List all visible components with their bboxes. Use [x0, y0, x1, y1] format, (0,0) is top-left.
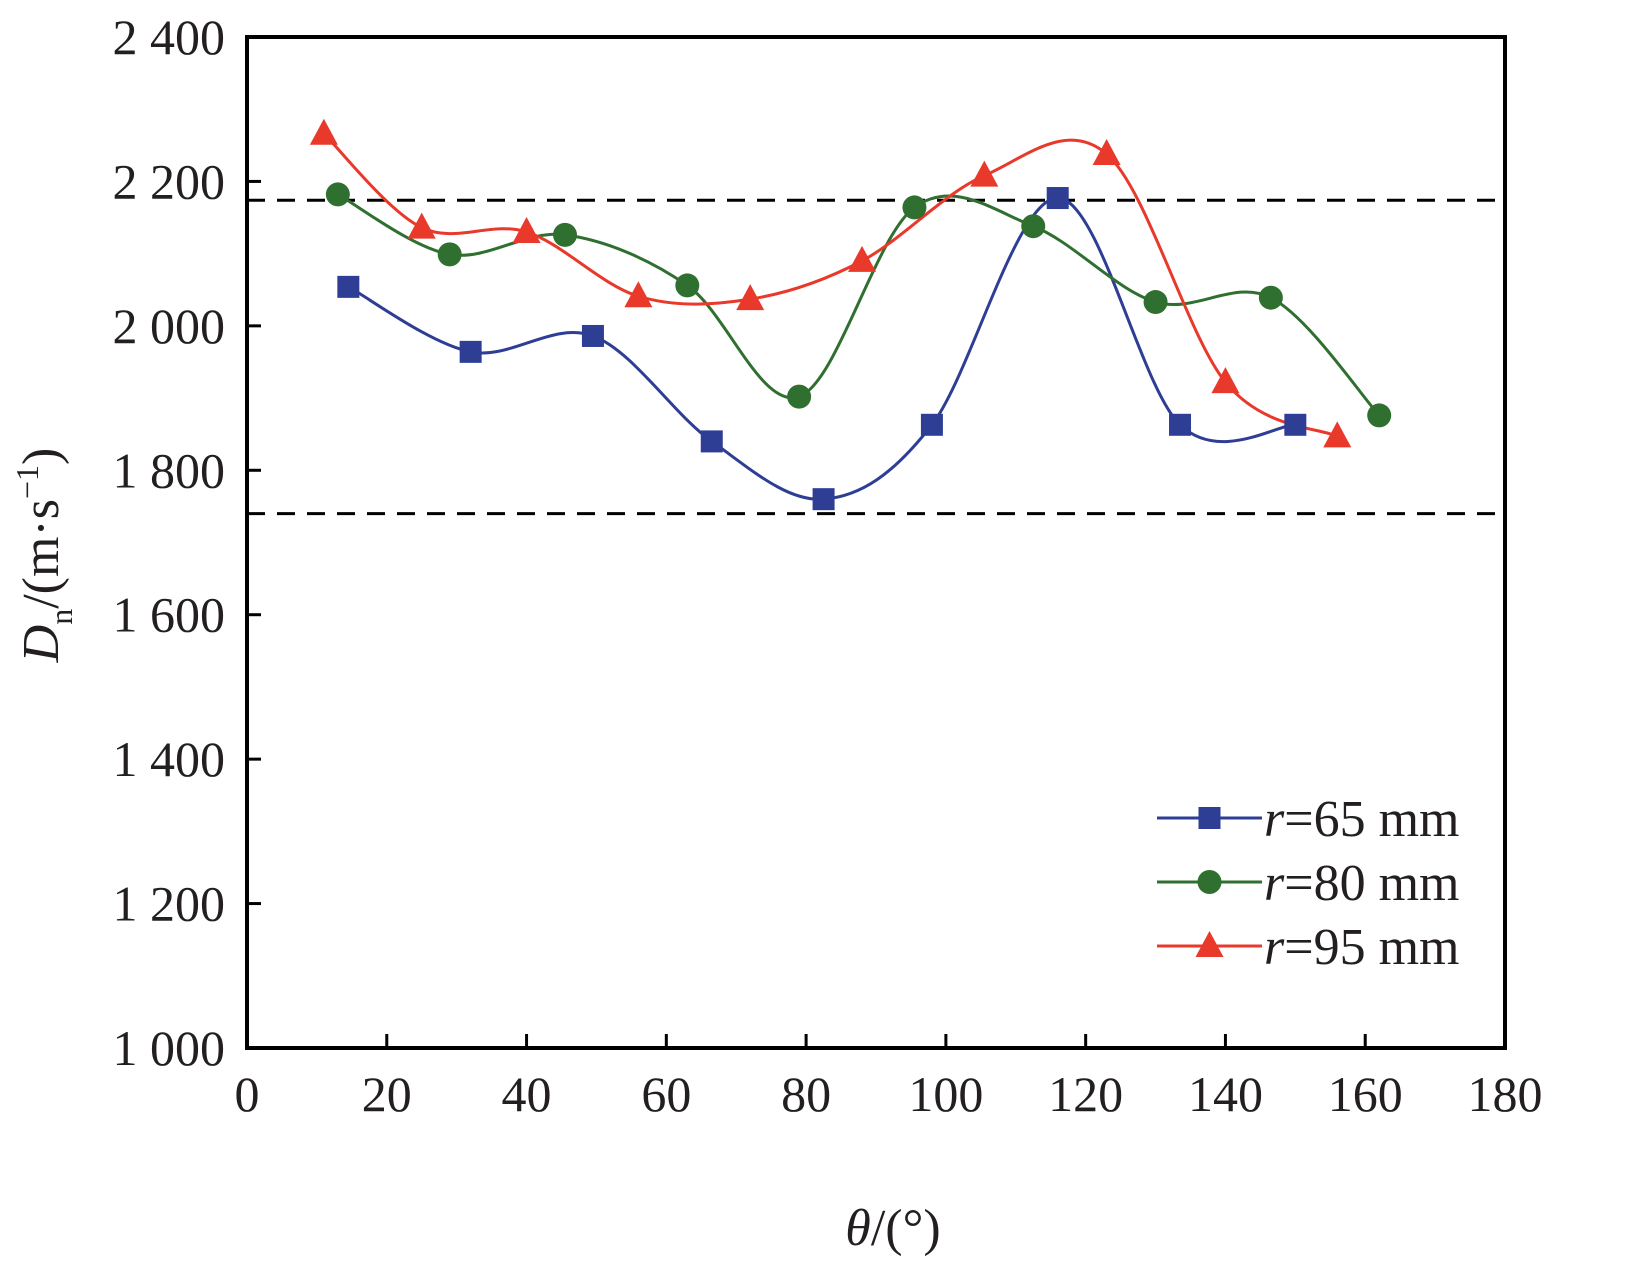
y-axis-subscript: n [43, 609, 79, 625]
series-0-point-7 [1169, 413, 1192, 436]
x-tick-label-100: 100 [908, 1066, 983, 1122]
x-tick-label-20: 20 [362, 1066, 412, 1122]
series-0-point-1 [459, 340, 482, 363]
x-tick-label-140: 140 [1188, 1066, 1263, 1122]
series-1-point-0 [325, 182, 350, 207]
series-2-point-2 [512, 216, 541, 243]
series-1-point-1 [437, 242, 462, 267]
x-tick-label-40: 40 [502, 1066, 552, 1122]
plot-frame [245, 35, 1507, 1050]
x-tick-label-180: 180 [1468, 1066, 1543, 1122]
series-2-point-1 [407, 212, 436, 239]
legend-label-text-1: =80 mm [1284, 855, 1459, 912]
y-tick-label-2400: 2 400 [113, 9, 226, 65]
series-2-point-3 [624, 281, 653, 308]
series-1-point-3 [675, 273, 700, 298]
series-2-point-6 [970, 160, 999, 187]
series-0-point-0 [337, 275, 360, 298]
series-0-point-6 [1046, 187, 1069, 210]
series-0-point-4 [812, 488, 835, 511]
series-2-point-0 [309, 118, 338, 145]
y-axis-unit-suffix: ) [13, 448, 70, 465]
series-1-point-4 [787, 384, 812, 409]
y-axis-unit-prefix: /(m·s [13, 499, 70, 609]
data-markers [309, 118, 1392, 511]
x-tick-label-0: 0 [235, 1066, 260, 1122]
series-1-point-7 [1143, 290, 1168, 315]
y-axis-unit-superscript: −1 [9, 465, 45, 499]
legend-label-text-0: =65 mm [1284, 791, 1459, 848]
x-tick-label-80: 80 [781, 1066, 831, 1122]
y-axis-title: Dn/(m·s−1) [9, 448, 79, 664]
series-0-point-8 [1284, 413, 1307, 436]
series-2-point-7 [1092, 138, 1121, 165]
series-1-point-8 [1258, 285, 1283, 310]
x-axis-unit: /(°) [871, 1200, 941, 1257]
legend-marker-2 [1195, 931, 1224, 957]
legend: r=65 mmr=80 mmr=95 mm [1157, 791, 1459, 976]
legend-marker-1 [1197, 870, 1222, 894]
x-tick-label-120: 120 [1048, 1066, 1123, 1122]
legend-label-1: r=80 mm [1264, 855, 1459, 912]
legend-label-var-1: r [1264, 855, 1285, 912]
x-axis-ticks: 0 20 40 60 80 100 120 140 160 180 [235, 1034, 1543, 1122]
legend-label-text-2: =95 mm [1284, 919, 1459, 976]
series-0-point-3 [700, 430, 723, 453]
y-tick-label-2000: 2 000 [113, 298, 226, 354]
series-1-point-5 [902, 195, 927, 220]
legend-label-2: r=95 mm [1264, 919, 1459, 976]
series-0-point-2 [581, 324, 604, 347]
y-axis-ticks: 1 000 1 200 1 400 1 600 1 800 2 000 2 200 2 400 [113, 9, 261, 1076]
series-0-point-5 [920, 413, 943, 436]
series-1-point-9 [1367, 403, 1392, 428]
x-axis-title: θ/(°) [845, 1200, 940, 1257]
y-tick-label-1600: 1 600 [113, 587, 226, 643]
x-tick-label-60: 60 [641, 1066, 691, 1122]
y-tick-label-1800: 1 800 [113, 442, 226, 498]
y-tick-label-1000: 1 000 [113, 1020, 226, 1076]
series-2-point-8 [1211, 367, 1240, 394]
series-2-point-9 [1323, 421, 1352, 448]
y-axis-variable: D [13, 625, 70, 664]
legend-label-var-2: r [1264, 919, 1285, 976]
series-2-point-4 [736, 284, 765, 311]
legend-marker-0 [1198, 807, 1221, 829]
y-tick-label-1200: 1 200 [113, 876, 226, 932]
series-1-point-2 [552, 222, 577, 247]
series-2-point-5 [848, 245, 877, 272]
legend-label-var-0: r [1264, 791, 1285, 848]
x-axis-variable: θ [845, 1200, 871, 1257]
legend-label-0: r=65 mm [1264, 791, 1459, 848]
series-1-point-6 [1021, 214, 1046, 239]
series-0-curve [347, 196, 1296, 501]
y-tick-label-2200: 2 200 [113, 153, 226, 209]
x-tick-label-160: 160 [1328, 1066, 1403, 1122]
y-tick-label-1400: 1 400 [113, 731, 226, 787]
